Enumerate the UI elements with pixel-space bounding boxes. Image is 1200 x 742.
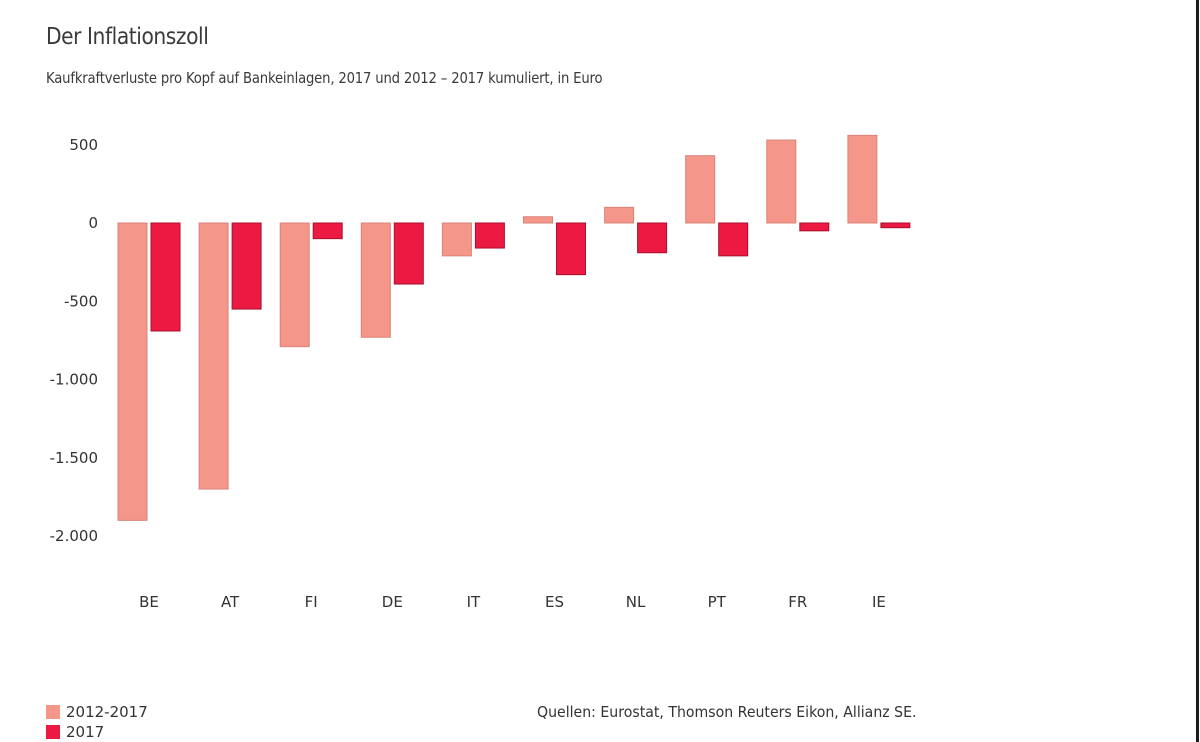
- bar-ie-2012-2017: [847, 134, 878, 224]
- bar-fr-2017: [799, 222, 830, 232]
- frame-border: [1196, 0, 1199, 742]
- y-tick-label: 500: [69, 136, 98, 154]
- bar-nl-2012-2017: [604, 206, 635, 224]
- y-axis: 500 0 -500 -1.000 -1.500 -2.000: [50, 136, 98, 545]
- legend-swatch-2012-2017: [46, 705, 60, 719]
- legend-item-2012-2017: 2012-2017: [46, 702, 148, 722]
- legend-label-2017: 2017: [66, 723, 105, 741]
- y-tick-label: 0: [88, 214, 98, 232]
- x-axis: BE AT FI DE IT ES NL PT FR IE: [139, 593, 886, 611]
- y-tick-label: -1.500: [50, 449, 98, 467]
- legend-label-2012-2017: 2012-2017: [66, 703, 148, 721]
- bar-de-2012-2017: [360, 222, 391, 338]
- x-tick-label-de: DE: [382, 593, 403, 611]
- bar-es-2017: [556, 222, 586, 276]
- bar-fi-2017: [312, 222, 343, 240]
- bar-it-2017: [474, 222, 505, 249]
- x-tick-label-be: BE: [139, 593, 159, 611]
- y-tick-label: -1.000: [50, 371, 98, 389]
- x-tick-label-fr: FR: [788, 593, 807, 611]
- chart-title: Der Inflationszoll: [46, 24, 209, 50]
- bar-es-2012-2017: [523, 216, 553, 224]
- x-tick-label-ie: IE: [872, 593, 886, 611]
- y-tick-label: -500: [64, 292, 98, 310]
- x-tick-label-nl: NL: [626, 593, 646, 611]
- bar-be-2012-2017: [117, 222, 148, 521]
- x-tick-label-it: IT: [467, 593, 481, 611]
- legend-item-2017: 2017: [46, 722, 148, 742]
- bar-ie-2017: [880, 222, 911, 229]
- bar-pt-2012-2017: [685, 155, 716, 224]
- x-tick-label-es: ES: [545, 593, 564, 611]
- bar-fi-2012-2017: [279, 222, 310, 348]
- chart-subtitle: Kaufkraftverluste pro Kopf auf Bankeinla…: [46, 69, 603, 87]
- bar-at-2012-2017: [198, 222, 229, 490]
- bar-nl-2017: [637, 222, 668, 254]
- bars-group: [117, 134, 911, 521]
- x-tick-label-pt: PT: [708, 593, 727, 611]
- bar-it-2012-2017: [441, 222, 472, 257]
- bar-be-2017: [150, 222, 181, 332]
- bar-de-2017: [393, 222, 424, 285]
- bar-pt-2017: [718, 222, 749, 257]
- source-note: Quellen: Eurostat, Thomson Reuters Eikon…: [537, 703, 917, 721]
- legend: 2012-2017 2017: [46, 702, 148, 742]
- x-tick-label-fi: FI: [305, 593, 318, 611]
- x-tick-label-at: AT: [221, 593, 240, 611]
- bar-fr-2012-2017: [766, 139, 797, 224]
- y-tick-label: -2.000: [50, 527, 98, 545]
- bar-at-2017: [231, 222, 262, 310]
- legend-swatch-2017: [46, 725, 60, 739]
